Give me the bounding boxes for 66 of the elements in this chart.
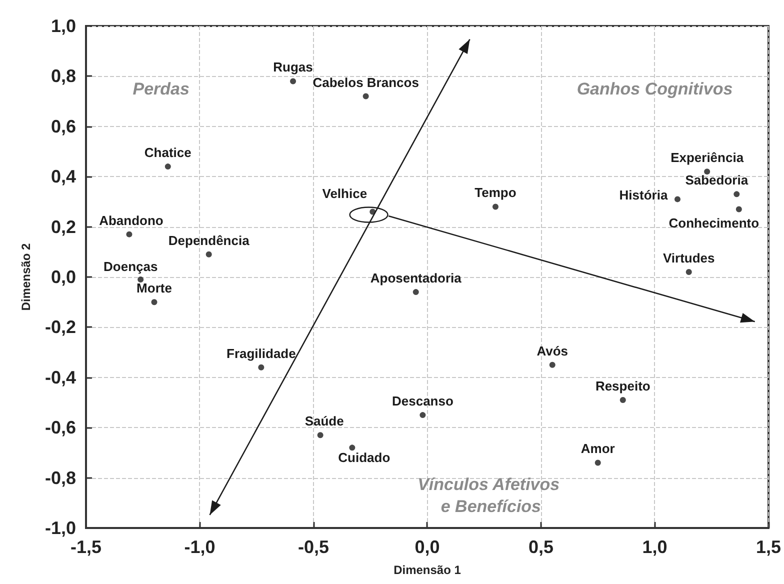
y-tick-label: -0,8 [44, 468, 76, 488]
annotation: Dependência [168, 232, 250, 248]
point [258, 364, 264, 370]
annotation: Sabedoria [685, 172, 749, 188]
annotation: Conhecimento [668, 216, 760, 231]
x-tick-label: 0,5 [528, 537, 554, 557]
annotation: Morte [136, 280, 172, 296]
point [126, 231, 132, 238]
annotation: Velhice [322, 186, 368, 202]
point [349, 444, 356, 451]
point [674, 196, 680, 202]
x-axis-title: Dimensão 1 [394, 563, 462, 577]
x-tick-label: 1,0 [642, 537, 668, 557]
annotation: Perdas [132, 79, 190, 98]
y-tick-label: 0,6 [50, 116, 76, 136]
annotation: Respeito [595, 378, 650, 394]
annotation: Rugas [273, 60, 313, 75]
x-tick-label: 0,0 [414, 537, 440, 557]
point [620, 396, 626, 403]
annotation: Doenças [104, 259, 158, 274]
y-tick-label: 0,2 [50, 216, 76, 237]
annotation: Virtudes [662, 250, 715, 266]
annotation: Aposentadoria [370, 270, 462, 286]
point [317, 432, 324, 438]
annotation: Abandono [99, 212, 164, 228]
annotation: Ganhos Cognitivos [576, 79, 733, 98]
annotation: Saúde [304, 414, 344, 429]
x-tick-label: -0,5 [298, 537, 330, 557]
point [206, 251, 212, 258]
point [492, 204, 498, 210]
y-tick-label: -0,4 [44, 367, 76, 388]
x-tick-label: -1,0 [184, 537, 216, 557]
annotation: Fragilidade [226, 346, 296, 361]
y-tick-label: -0,6 [44, 418, 76, 438]
annotation: História [619, 188, 668, 203]
annotation: Vínculos Afetivos e Benefícios [418, 474, 564, 516]
annotation: Experiência [670, 150, 744, 166]
annotation: Descanso [392, 394, 454, 409]
annotation: Avós [536, 343, 568, 358]
annotation: Tempo [474, 185, 516, 200]
point [290, 78, 296, 84]
y-tick-label: -1,0 [44, 518, 76, 538]
point [686, 268, 692, 275]
annotation: Cabelos Brancos [312, 74, 419, 90]
y-tick-label: 0,4 [50, 166, 76, 187]
y-tick-label: 0,8 [50, 66, 76, 86]
point [420, 412, 426, 418]
point [412, 289, 419, 296]
x-tick-label: 1,5 [756, 537, 782, 557]
annotation: Cuidado [338, 450, 390, 466]
point [151, 299, 158, 306]
point [164, 164, 171, 170]
point [734, 191, 740, 198]
point [704, 168, 710, 175]
y-tick-label: 1,0 [50, 16, 76, 36]
point [362, 93, 369, 100]
point [549, 362, 556, 368]
point [594, 460, 601, 466]
annotation: Chatice [144, 145, 192, 160]
y-tick-label: 0,0 [50, 267, 76, 287]
point [138, 276, 144, 283]
annotation: Amor [580, 441, 615, 456]
x-tick-label: -1,5 [70, 537, 102, 557]
point [736, 206, 742, 212]
y-axis-title: Dimensão 2 [19, 242, 33, 311]
y-tick-label: -0,2 [44, 317, 76, 338]
